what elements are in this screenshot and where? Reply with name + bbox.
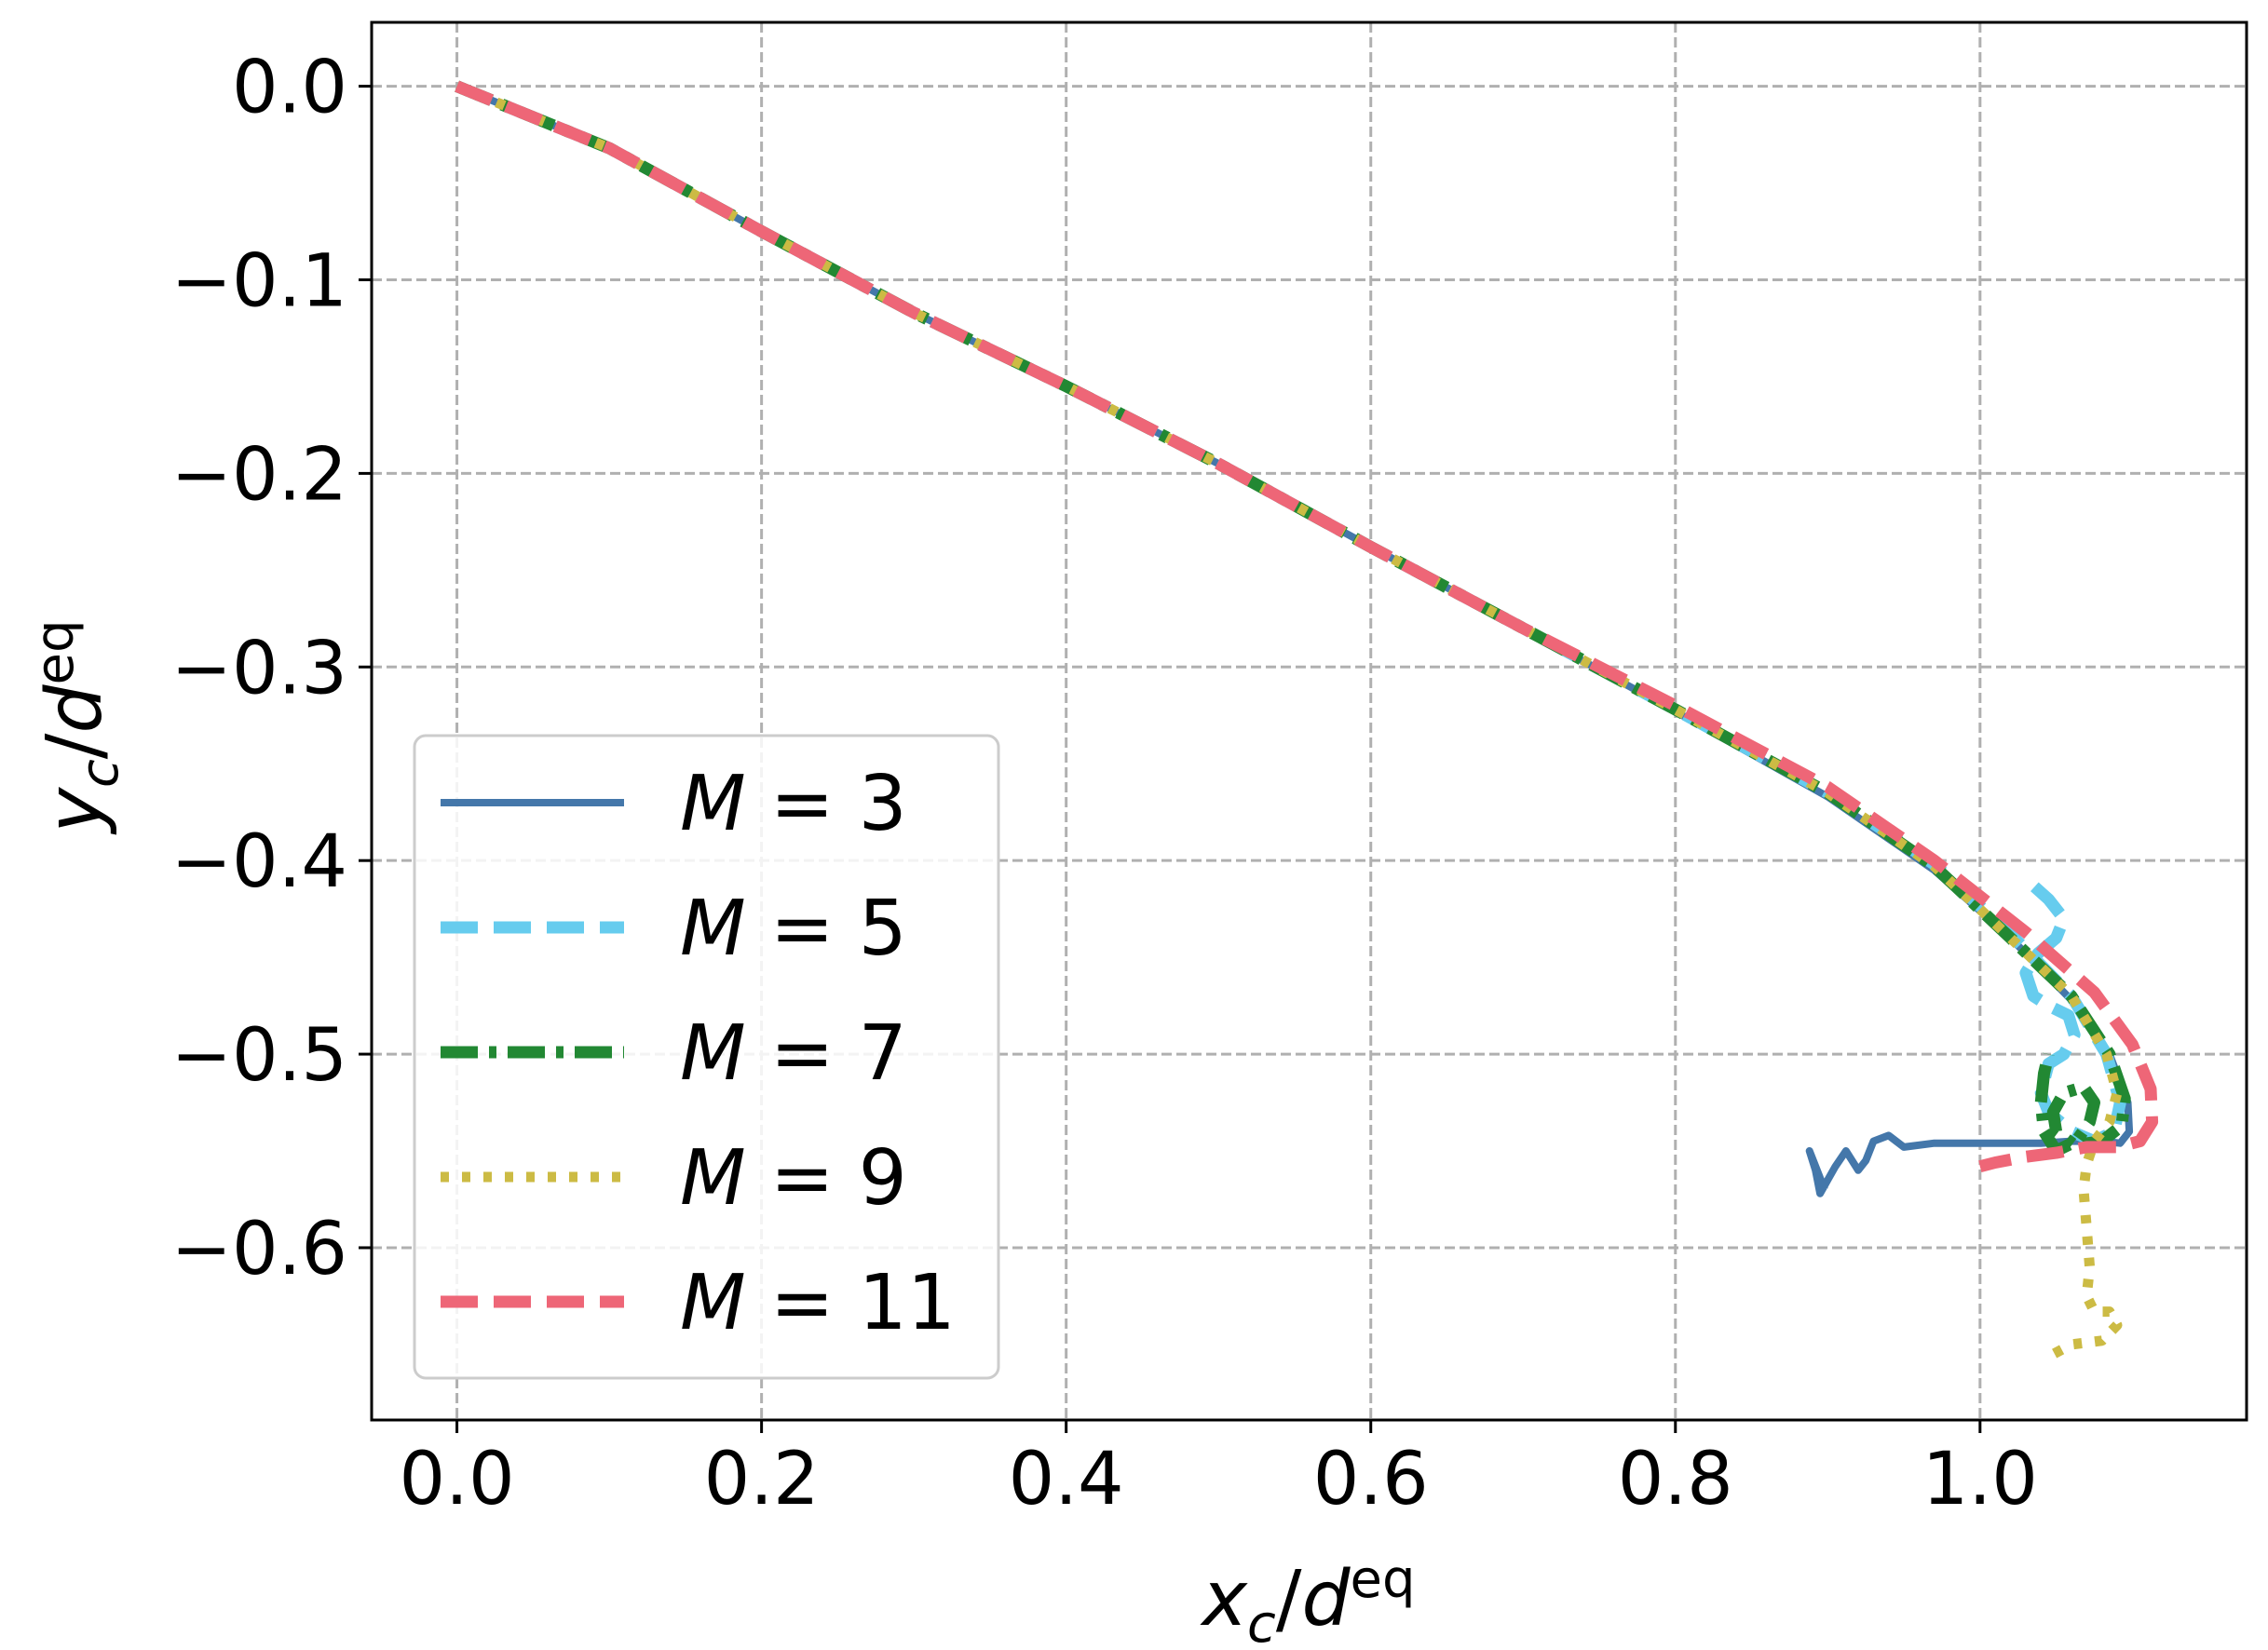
legend-label-var: M <box>680 1009 746 1098</box>
ticks <box>359 85 1982 1433</box>
y-tick-label: −0.6 <box>171 1208 347 1292</box>
x-tick-label: 0.6 <box>1313 1438 1429 1522</box>
legend-label-var: M <box>680 885 746 973</box>
y-tick-label: −0.5 <box>171 1014 347 1098</box>
legend-label-var: M <box>680 1134 746 1223</box>
y-tick-label: −0.3 <box>171 627 347 710</box>
x-axis-label-denom: d <box>1301 1555 1351 1643</box>
x-axis-label-sep: / <box>1276 1555 1302 1643</box>
plot-frame <box>370 20 2248 1422</box>
x-tick-label: 0.0 <box>400 1438 515 1522</box>
y-axis-label-sub: c <box>70 759 130 788</box>
series-line-m11 <box>455 80 2159 1172</box>
legend-label-value: = 9 <box>746 1134 907 1223</box>
x-tick-label: 0.4 <box>1009 1438 1124 1522</box>
y-axis-label: yc/deq <box>25 619 130 835</box>
legend: M = 3M = 5M = 7M = 9M = 11 <box>413 734 1000 1380</box>
legend-label-m11: M = 11 <box>680 1259 956 1347</box>
x-axis-label-sup: eq <box>1351 1549 1416 1610</box>
x-axis-label-sub: c <box>1247 1594 1276 1650</box>
legend-label-m9: M = 9 <box>680 1134 907 1223</box>
y-tick-label: −0.1 <box>171 240 347 324</box>
y-tick-label: −0.4 <box>171 820 347 904</box>
x-tick-label: 1.0 <box>1922 1438 2038 1522</box>
x-tick-label: 0.8 <box>1618 1438 1733 1522</box>
legend-label-value: = 11 <box>746 1259 956 1347</box>
legend-box <box>413 734 1000 1380</box>
y-axis-label-base: y <box>31 787 119 836</box>
y-tick-label: −0.2 <box>171 433 347 517</box>
legend-label-m3: M = 3 <box>680 760 907 848</box>
x-tick-label: 0.2 <box>704 1438 820 1522</box>
legend-label-var: M <box>680 760 746 848</box>
legend-label-m5: M = 5 <box>680 885 907 973</box>
y-tick-label: 0.0 <box>232 47 347 130</box>
tick-labels: 0.0 0.2 0.4 0.6 0.8 1.0 0.0 −0.1 −0.2 −0.3 −0.4 −0.… <box>171 47 2038 1522</box>
legend-label-m7: M = 7 <box>680 1009 907 1098</box>
x-axis-label: xc/deq <box>1199 1549 1415 1650</box>
legend-label-value: = 3 <box>746 760 907 848</box>
y-axis-label-denom: d <box>31 684 119 734</box>
y-axis-label-sep: / <box>31 733 119 759</box>
legend-label-value: = 7 <box>746 1009 907 1098</box>
legend-label-var: M <box>680 1259 746 1347</box>
y-axis-label-sup: eq <box>25 619 86 684</box>
legend-label-value: = 5 <box>746 885 907 973</box>
series-layer <box>455 80 2159 1359</box>
x-axis-label-base: x <box>1199 1555 1248 1643</box>
